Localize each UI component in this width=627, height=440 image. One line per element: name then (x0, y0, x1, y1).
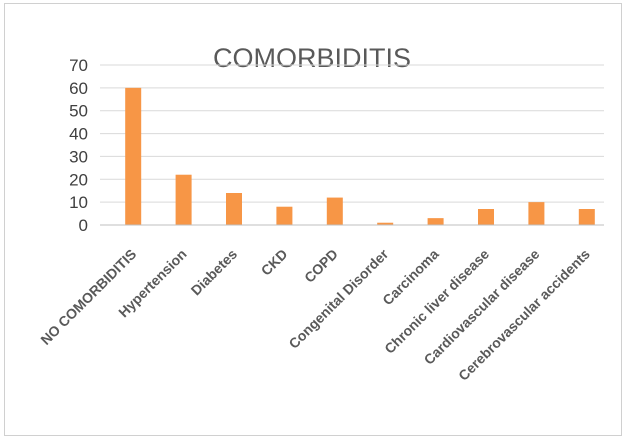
bar-6 (427, 218, 444, 225)
bar-3 (276, 206, 293, 225)
bars (125, 87, 595, 225)
bar-0 (125, 87, 142, 225)
bar-7 (478, 209, 494, 225)
bar-8 (528, 202, 545, 225)
x-tick-label-4: COPD (301, 246, 341, 286)
bar-1 (175, 174, 192, 225)
y-tick-label-7: 70 (69, 56, 88, 75)
x-tick-label-3: CKD (258, 246, 291, 279)
y-tick-label-6: 60 (69, 79, 88, 98)
y-tick-label-3: 30 (69, 147, 88, 166)
y-tick-label-2: 20 (69, 170, 88, 189)
x-tick-label-0: NO COMORBIDITIS (37, 246, 139, 348)
y-axis-ticks: 0 10 20 30 40 50 60 70 (69, 56, 88, 235)
chart-title: COMORBIDITIS (213, 43, 411, 73)
bar-4 (326, 197, 343, 225)
y-tick-label-1: 10 (69, 193, 88, 212)
y-tick-label-0: 0 (79, 216, 88, 235)
bar-2 (226, 193, 242, 225)
bar-9 (578, 209, 595, 225)
x-tick-label-5: Congenital Disorder (285, 245, 391, 351)
y-tick-label-5: 50 (69, 102, 88, 121)
bar-5 (377, 222, 394, 225)
y-tick-label-4: 40 (69, 125, 88, 144)
chart-frame (4, 3, 622, 436)
x-tick-label-2: Diabetes (188, 246, 241, 299)
